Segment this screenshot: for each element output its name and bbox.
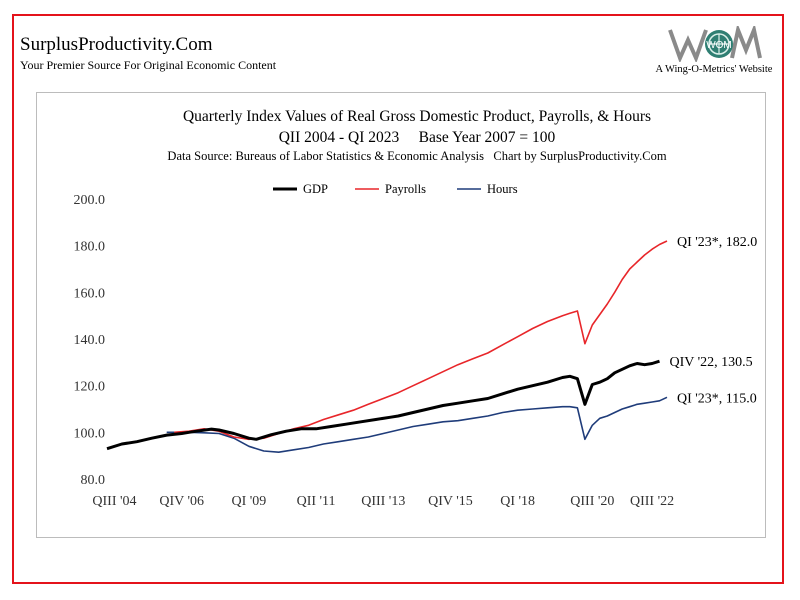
- y-tick-label: 160.0: [74, 286, 106, 301]
- x-tick-label: QIII '20: [570, 494, 614, 509]
- data-label-hours: QI '23*, 115.0: [677, 391, 757, 406]
- y-tick-label: 180.0: [74, 240, 106, 255]
- x-axis: QIII '04 QIV '06 QI '09 QII '11 QIII '13 QIV …: [92, 494, 674, 509]
- chart-subtitle: QII 2004 - QI 2023 Base Year 2007 = 100: [279, 129, 556, 146]
- legend-label-hours: Hours: [487, 182, 518, 196]
- logo-caption: A Wing-O-Metrics' Website: [655, 64, 773, 75]
- chart-source: Data Source: Bureaus of Labor Statistics…: [167, 149, 666, 163]
- chart-title: Quarterly Index Values of Real Gross Dom…: [183, 108, 651, 125]
- wom-logo-icon[interactable]: WOM: [668, 26, 770, 62]
- x-tick-label: QIV '06: [159, 494, 204, 509]
- line-chart: Quarterly Index Values of Real Gross Dom…: [74, 108, 758, 509]
- y-axis: 80.0 100.0 120.0 140.0 160.0 180.0 200.0: [74, 193, 106, 488]
- series-lines: [106, 240, 668, 454]
- x-tick-label: QIII '22: [630, 494, 674, 509]
- y-tick-label: 140.0: [74, 333, 106, 348]
- legend: GDP Payrolls Hours: [273, 182, 518, 196]
- site-title[interactable]: SurplusProductivity.Com: [20, 34, 213, 55]
- series-line-hours: [166, 396, 668, 454]
- annotations: QI '23*, 182.0 QIV '22, 130.5 QI '23*, 115…: [670, 235, 758, 406]
- y-tick-label: 120.0: [74, 380, 106, 395]
- legend-label-gdp: GDP: [303, 182, 328, 196]
- x-tick-label: QII '11: [297, 494, 336, 509]
- data-label-payrolls: QI '23*, 182.0: [677, 235, 757, 250]
- x-tick-label: QI '09: [231, 494, 266, 509]
- legend-label-payrolls: Payrolls: [385, 182, 426, 196]
- data-label-gdp: QIV '22, 130.5: [670, 355, 753, 370]
- x-tick-label: QIII '04: [92, 494, 136, 509]
- series-line-gdp: [106, 359, 660, 451]
- chart-container: Quarterly Index Values of Real Gross Dom…: [36, 92, 766, 538]
- y-tick-label: 80.0: [81, 473, 106, 488]
- x-tick-label: QIII '13: [361, 494, 405, 509]
- y-tick-label: 200.0: [74, 193, 106, 208]
- x-tick-label: QIV '15: [428, 494, 473, 509]
- site-tagline: Your Premier Source For Original Economi…: [20, 58, 277, 72]
- y-tick-label: 100.0: [74, 426, 106, 441]
- logo-text: WOM: [706, 40, 732, 51]
- x-tick-label: QI '18: [500, 494, 535, 509]
- outer-frame: [12, 14, 784, 584]
